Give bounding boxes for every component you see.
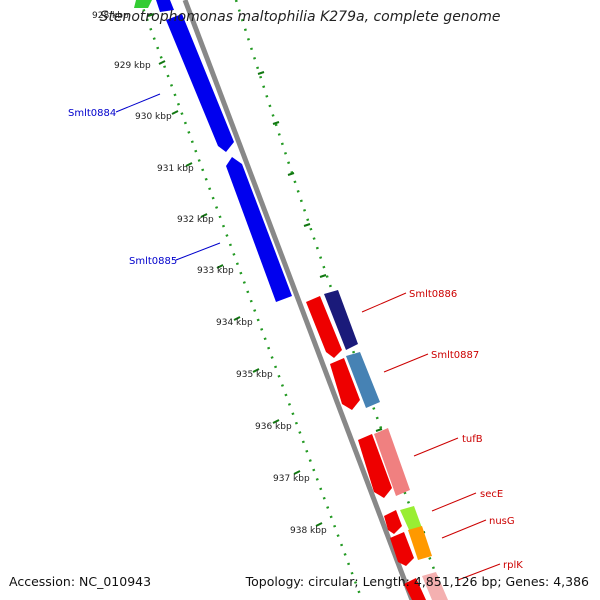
kbp-label: 930 kbp <box>135 112 172 122</box>
genome-backbone <box>182 0 415 600</box>
gene-smlt0886-red <box>306 296 342 358</box>
gene-label-smlt0887[interactable]: Smlt0887 <box>431 350 479 361</box>
gene-nusg-orange <box>408 526 432 560</box>
gene-label-smlt0884[interactable]: Smlt0884 <box>68 108 116 119</box>
kbp-tick-marks <box>147 13 323 527</box>
kbp-label: 935 kbp <box>236 370 273 380</box>
gene-label-sece[interactable]: secE <box>480 489 503 500</box>
gene-sece-lime <box>400 506 422 532</box>
gene-label-nusg[interactable]: nusG <box>489 516 515 527</box>
gene-tufb-pink <box>374 428 410 496</box>
kbp-label: 938 kbp <box>290 526 327 536</box>
gene-green-partial <box>134 0 152 8</box>
gene-label-smlt0885[interactable]: Smlt0885 <box>129 256 177 267</box>
gene-label-smlt0886[interactable]: Smlt0886 <box>409 289 457 300</box>
gene-smlt0887-steel <box>346 352 380 408</box>
kbp-label: 934 kbp <box>216 318 253 328</box>
kbp-label: 936 kbp <box>255 422 292 432</box>
gene-sece-red <box>384 510 402 534</box>
label-leader-lines <box>115 93 501 581</box>
kbp-label: 937 kbp <box>273 474 310 484</box>
kbp-label: 929 kbp <box>114 61 151 71</box>
gene-rplk-red <box>404 578 426 600</box>
kbp-label: 933 kbp <box>197 266 234 276</box>
map-title: Stenotrophomonas maltophilia K279a, comp… <box>99 9 501 25</box>
topology-text: Topology: circular; Length: 4,851,126 bp… <box>245 574 589 589</box>
gene-smlt0885 <box>226 157 292 302</box>
gene-blue-partial-top <box>156 0 174 12</box>
gene-smlt0887-red <box>330 358 360 410</box>
gene-smlt0886-navy <box>324 290 358 350</box>
gene-label-rplk[interactable]: rplK <box>503 560 523 571</box>
kbp-label: 932 kbp <box>177 215 214 225</box>
gene-tufb-red <box>358 434 392 498</box>
accession-text: Accession: NC_010943 <box>9 574 152 589</box>
gene-smlt0884 <box>166 14 234 152</box>
gene-label-tufb[interactable]: tufB <box>462 434 483 445</box>
gene-rplk-pink <box>422 572 448 600</box>
kbp-label: 928 kbp <box>92 11 129 21</box>
outer-dotted-track-left <box>138 0 364 600</box>
kbp-label: 931 kbp <box>157 164 194 174</box>
gene-nusg-red <box>390 532 414 566</box>
